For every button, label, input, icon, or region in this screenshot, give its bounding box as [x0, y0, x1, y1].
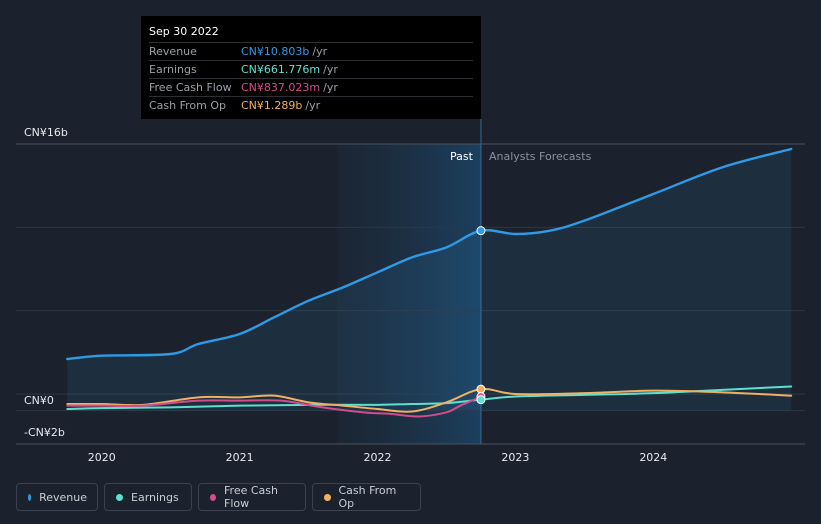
x-tick-label: 2020 [88, 451, 116, 464]
tooltip: Sep 30 2022 Revenue CN¥10.803b /yr Earni… [141, 16, 481, 119]
series-line-earnings [66, 385, 793, 410]
tooltip-label: Cash From Op [149, 99, 227, 112]
series-line-revenue [66, 147, 793, 361]
tooltip-value: CN¥10.803b [241, 45, 310, 58]
tooltip-label: Earnings [149, 63, 197, 76]
legend-label: Free Cash Flow [224, 484, 278, 510]
cash-from-op-dot-icon [324, 493, 331, 501]
x-tick-label: 2023 [501, 451, 529, 464]
legend-label: Revenue [39, 490, 87, 504]
tooltip-label: Free Cash Flow [149, 81, 232, 94]
tooltip-row-revenue: Revenue CN¥10.803b /yr [149, 42, 473, 60]
past-label: Past [450, 150, 474, 163]
tooltip-row-cfo: Cash From Op CN¥1.289b /yr [149, 96, 473, 114]
series-line-free-cash-flow [66, 395, 482, 418]
y-tick-label: CN¥0 [24, 394, 54, 407]
legend-label: Cash From Op [338, 484, 397, 510]
highlight-point-cash-from-op [476, 384, 486, 394]
legend-item-earnings[interactable]: Earnings [104, 483, 192, 511]
earnings-dot-icon [116, 493, 123, 501]
legend: Revenue Earnings Free Cash Flow Cash Fro… [16, 483, 421, 511]
tooltip-label: Revenue [149, 45, 197, 58]
tooltip-value: CN¥661.776m [241, 63, 321, 76]
y-tick-label: CN¥16b [24, 126, 68, 139]
tooltip-unit: /yr [323, 81, 338, 94]
legend-item-cash-from-op[interactable]: Cash From Op [312, 483, 421, 511]
legend-item-revenue[interactable]: Revenue [16, 483, 98, 511]
x-tick-label: 2024 [639, 451, 667, 464]
x-tick-label: 2021 [226, 451, 254, 464]
forecast-label: Analysts Forecasts [489, 150, 592, 163]
tooltip-date: Sep 30 2022 [149, 25, 219, 38]
series-line-cash-from-op [66, 387, 793, 413]
tooltip-unit: /yr [305, 99, 321, 112]
legend-label: Earnings [131, 490, 179, 504]
tooltip-value: CN¥837.023m [241, 81, 321, 94]
highlight-point-earnings [476, 395, 486, 405]
tooltip-unit: /yr [312, 45, 328, 58]
y-tick-label: -CN¥2b [24, 426, 65, 439]
free-cash-flow-dot-icon [210, 493, 217, 501]
tooltip-row-fcf: Free Cash Flow CN¥837.023m /yr [149, 78, 473, 96]
tooltip-row-earnings: Earnings CN¥661.776m /yr [149, 60, 473, 78]
legend-item-free-cash-flow[interactable]: Free Cash Flow [198, 483, 306, 511]
revenue-area [67, 149, 792, 411]
x-tick-label: 2022 [364, 451, 392, 464]
revenue-dot-icon [28, 493, 32, 501]
tooltip-value: CN¥1.289b [241, 99, 303, 112]
highlight-point-revenue [476, 226, 486, 236]
tooltip-unit: /yr [323, 63, 338, 76]
